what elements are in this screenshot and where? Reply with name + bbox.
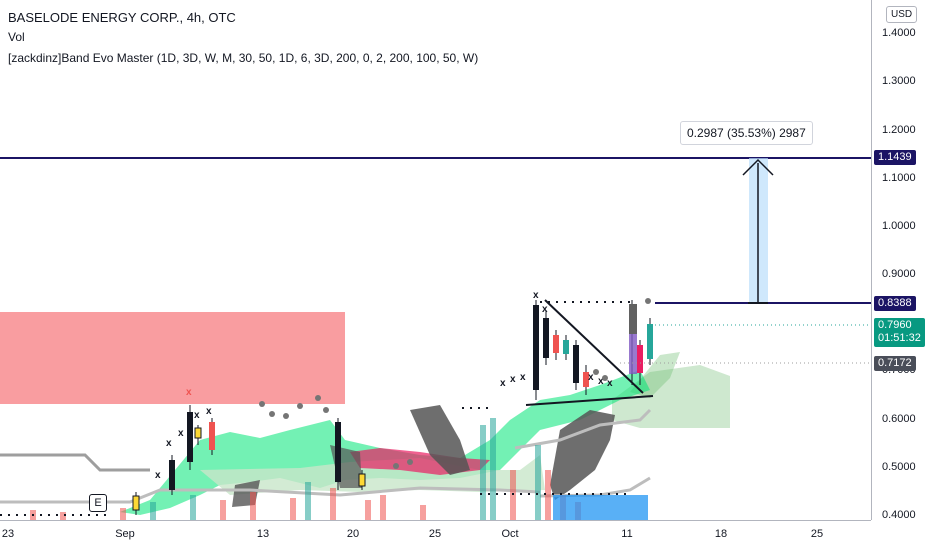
last-price-label: 0.7960 01:51:32 [874, 318, 925, 347]
price-axis[interactable]: 1.4000 1.3000 1.2000 1.1000 1.0000 0.900… [871, 0, 932, 521]
svg-text:x: x [588, 372, 594, 383]
svg-text:x: x [186, 387, 192, 398]
time-tick: 25 [810, 528, 824, 540]
svg-text:x: x [178, 428, 184, 439]
supply-zone [0, 312, 345, 404]
price-tick: 1.1000 [882, 172, 916, 184]
triangle-lower-line [525, 395, 654, 406]
price-tick: 0.5000 [882, 461, 916, 473]
svg-text:x: x [542, 304, 548, 315]
price-tick: 1.2000 [882, 124, 916, 136]
price-tick: 1.0000 [882, 220, 916, 232]
time-tick: 18 [714, 528, 728, 540]
time-tick: Oct [501, 528, 519, 540]
price-tick: 0.4000 [882, 509, 916, 521]
band-grey-2 [550, 410, 615, 500]
price-tick: 0.9000 [882, 268, 916, 280]
price-tick: 0.6000 [882, 413, 916, 425]
candles [132, 300, 653, 515]
measure-arrow-head [742, 158, 774, 176]
time-tick: 25 [428, 528, 442, 540]
svg-text:x: x [155, 470, 161, 481]
svg-text:x: x [194, 410, 200, 421]
dot-markers [259, 298, 651, 469]
indicator-legend[interactable]: [zackdinz]Band Evo Master (1D, 3D, W, M,… [8, 51, 479, 65]
band-grey-1 [410, 405, 470, 475]
time-tick: 23 [1, 528, 15, 540]
bar-countdown: 01:51:32 [878, 332, 921, 344]
svg-text:x: x [598, 376, 604, 387]
time-tick: 13 [256, 528, 270, 540]
measure-label: 0.2987 (35.53%) 2987 [680, 121, 813, 145]
svg-text:x: x [510, 374, 516, 385]
time-tick: 11 [621, 528, 633, 540]
currency-button[interactable]: USD [886, 6, 918, 23]
svg-text:x: x [533, 290, 539, 301]
baseline-grey-3 [514, 408, 652, 450]
svg-text:x: x [166, 438, 172, 449]
svg-text:x: x [607, 378, 613, 389]
time-tick: Sep [115, 528, 135, 540]
support-price-label: 0.7172 [874, 356, 916, 371]
volume-legend[interactable]: Vol [8, 30, 25, 44]
time-axis[interactable]: 23 Sep 13 20 25 Oct 11 18 25 [0, 520, 871, 550]
baseline-grey-2 [0, 486, 541, 504]
time-tick: 20 [346, 528, 360, 540]
baseline-grey-1 [0, 453, 150, 472]
symbol-title[interactable]: BASELODE ENERGY CORP., 4h, OTC [8, 10, 236, 25]
triangle-upper-line [544, 299, 644, 394]
resistance-price-label: 0.8388 [874, 296, 916, 311]
price-tick: 1.4000 [882, 27, 916, 39]
price-tick: 1.3000 [882, 75, 916, 87]
last-price-value: 0.7960 [878, 319, 912, 331]
target-price-label: 1.1439 [874, 150, 916, 165]
chart-canvas[interactable]: xxx xx xx xxx xxx x [0, 0, 871, 520]
svg-text:x: x [520, 372, 526, 383]
earnings-event-marker[interactable]: E [89, 494, 107, 512]
volume-blue-block [553, 495, 648, 520]
svg-text:x: x [500, 378, 506, 389]
cloud-band-lightgreen [200, 455, 545, 495]
svg-text:x: x [206, 406, 212, 417]
